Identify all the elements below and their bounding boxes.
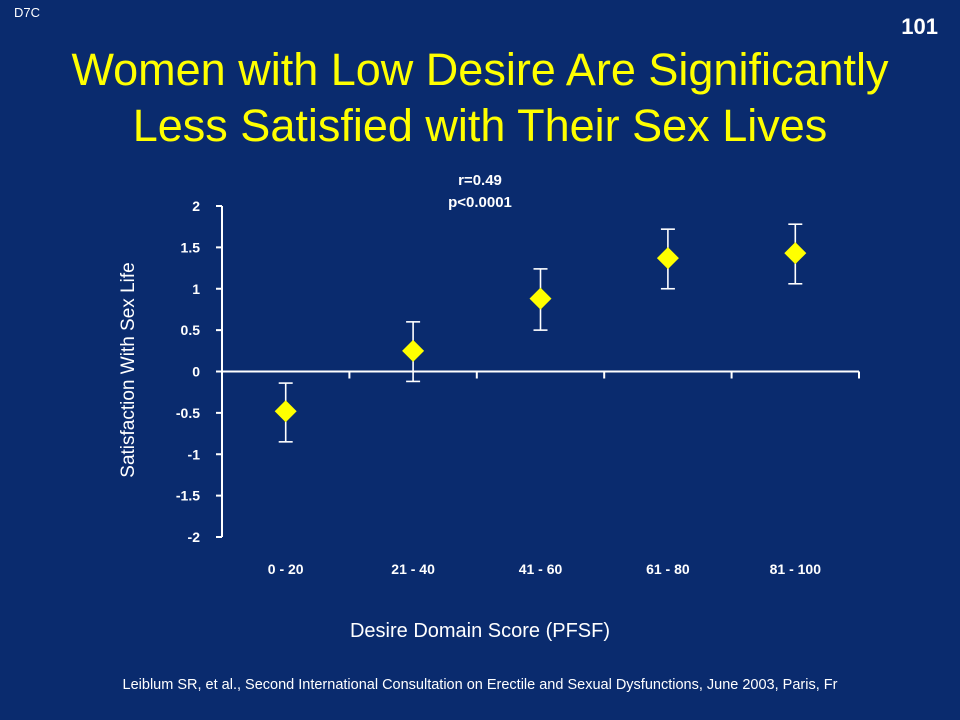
y-tick-label: 0 [192,364,200,380]
slide-title-line1: Women with Low Desire Are Significantly [71,44,889,95]
correlation-annotation: r=0.49 p<0.0001 [380,170,580,214]
y-tick-label: -2 [188,529,201,545]
data-point-diamond [656,247,679,270]
slide-corner-tag: D7C [14,5,41,20]
data-point-diamond [784,242,807,265]
y-tick-label: 1 [192,281,200,297]
y-tick-label: -0.5 [176,405,200,421]
slide-title: Women with Low Desire Are Significantly … [0,42,960,154]
data-point-diamond [402,339,425,362]
y-tick-label: 1.5 [181,239,201,255]
y-tick-label: 2 [192,198,200,214]
correlation-p-value: p<0.0001 [448,194,512,211]
y-tick-label: -1.5 [176,488,200,504]
correlation-r-value: r=0.49 [458,172,502,189]
x-category-label: 41 - 60 [519,561,563,577]
slide-title-line2: Less Satisfied with Their Sex Lives [132,100,828,151]
x-category-label: 21 - 40 [391,561,435,577]
y-tick-label: 0.5 [181,322,201,338]
data-point-diamond [529,287,552,310]
x-category-label: 61 - 80 [646,561,690,577]
data-point-diamond [274,400,297,423]
x-category-label: 0 - 20 [268,561,304,577]
y-axis-label: Satisfaction With Sex Life [118,262,139,478]
citation-footer: Leiblum SR, et al., Second International… [122,677,838,693]
x-category-label: 81 - 100 [770,561,822,577]
y-tick-label: -1 [188,446,201,462]
slide-page-number: 101 [901,14,938,39]
x-axis-label: Desire Domain Score (PFSF) [349,620,611,642]
